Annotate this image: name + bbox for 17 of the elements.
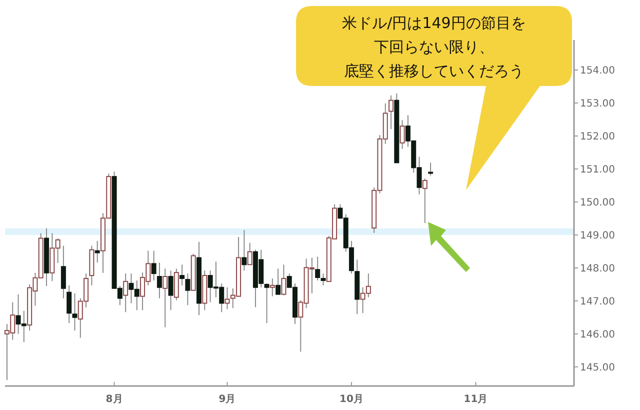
y-tick-label: 145.00 (580, 362, 615, 374)
x-tick-label: 10月 (340, 394, 364, 405)
x-tick-label: 9月 (218, 394, 236, 405)
x-tick-label: 8月 (106, 394, 123, 405)
y-tick-label: 149.00 (580, 230, 615, 242)
y-tick-label: 147.00 (580, 296, 615, 308)
y-tick-label: 146.00 (580, 329, 615, 340)
x-tick-label: 11月 (464, 394, 488, 405)
y-tick-label: 153.00 (580, 98, 615, 110)
y-tick-label: 152.00 (580, 131, 615, 142)
annotation: 底堅く推移していくだろう (344, 62, 524, 80)
y-tick-label: 151.00 (580, 164, 615, 176)
annotation: 米ドル/円は149円の節目を (342, 14, 526, 32)
y-tick-label: 148.00 (580, 263, 615, 274)
y-tick-label: 150.00 (580, 197, 615, 208)
annotation: 下回らない限り、 (374, 38, 494, 56)
y-tick-label: 154.00 (580, 66, 615, 77)
